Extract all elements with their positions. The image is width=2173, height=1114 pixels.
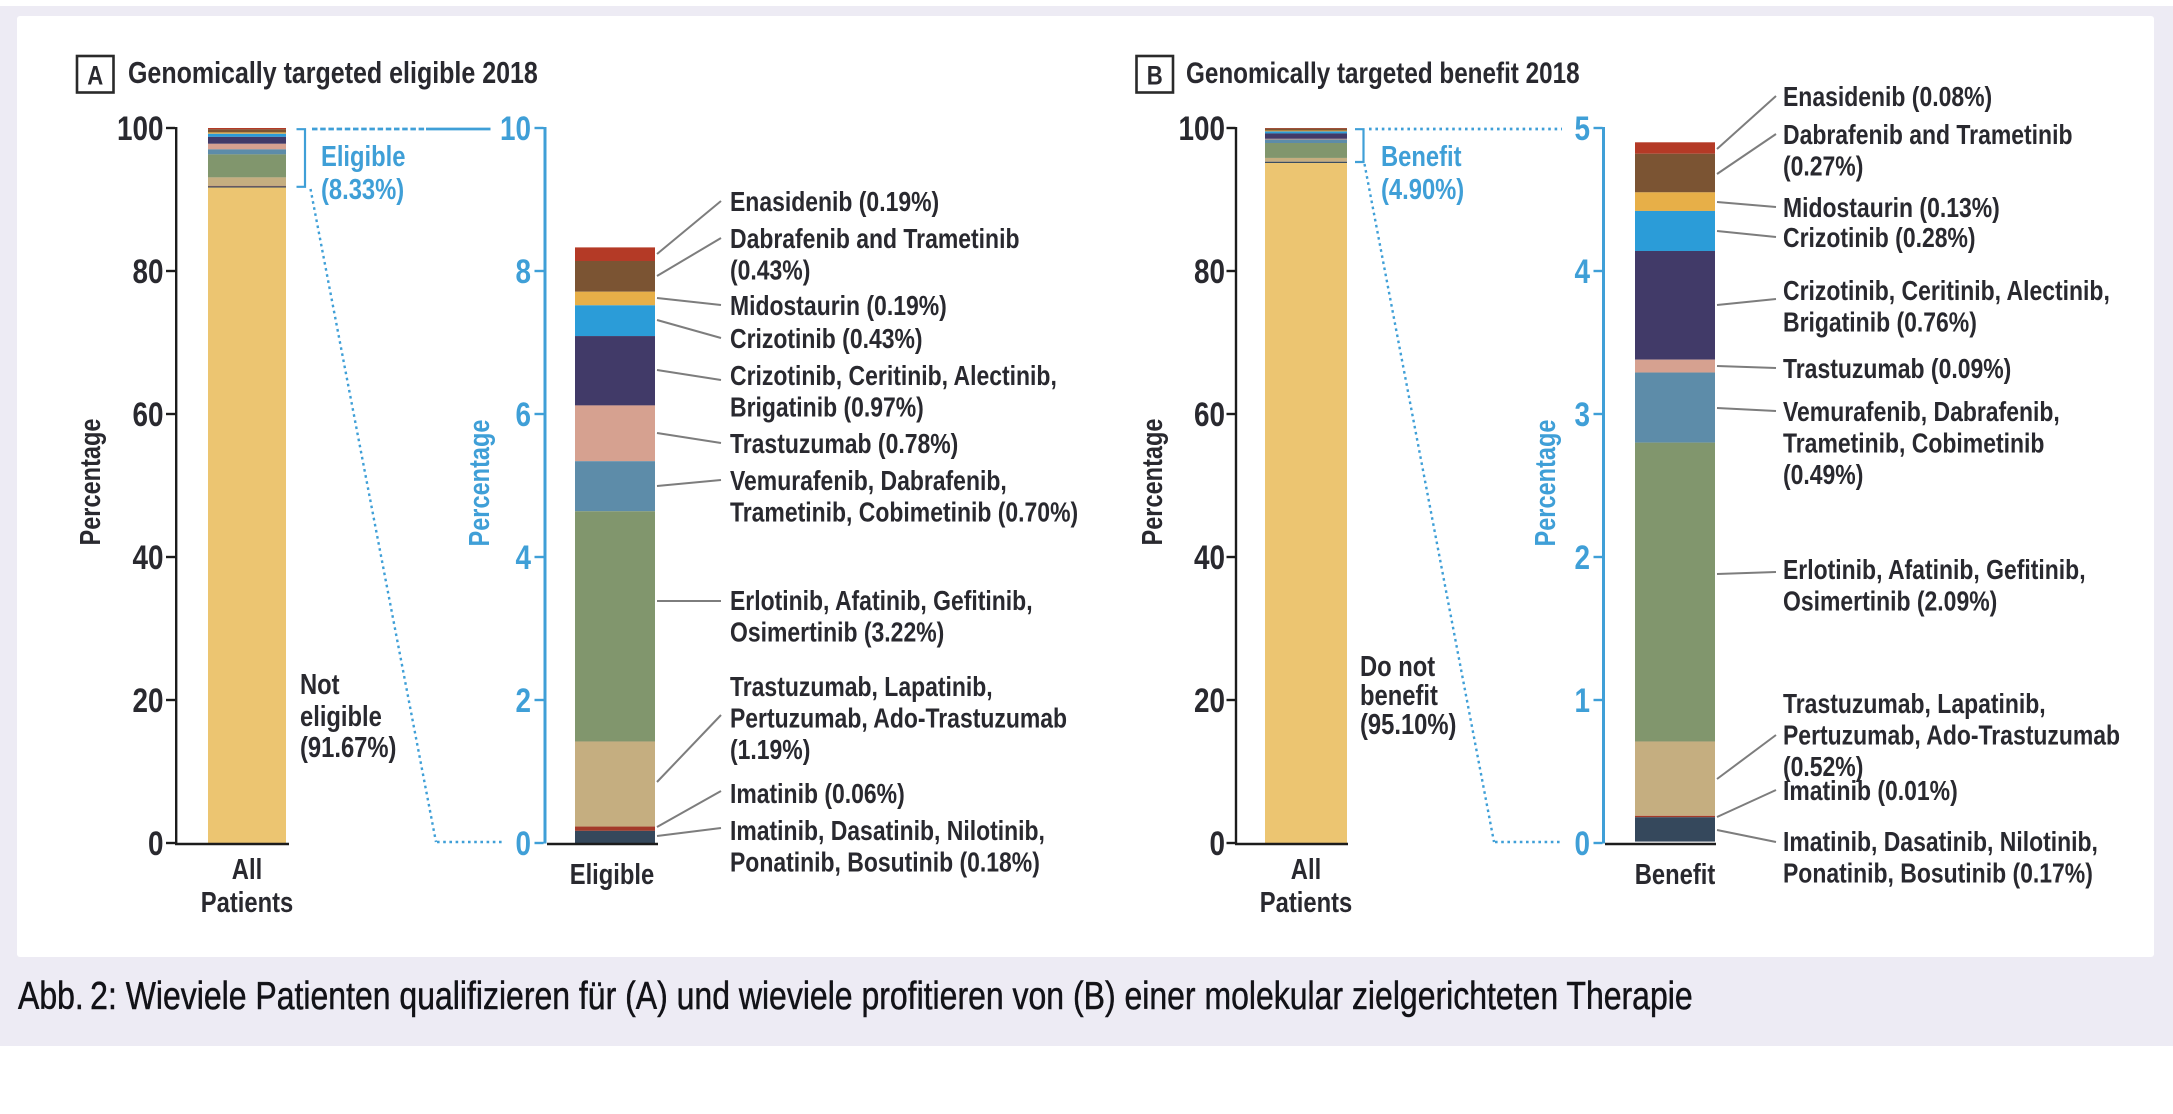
svg-text:(0.27%): (0.27%) — [1783, 151, 1863, 182]
svg-text:A: A — [87, 62, 103, 92]
svg-text:20: 20 — [1194, 681, 1225, 719]
svg-text:Trametinib, Cobimetinib (0.70%: Trametinib, Cobimetinib (0.70%) — [730, 497, 1078, 528]
svg-text:Benefit: Benefit — [1381, 140, 1462, 173]
svg-text:(8.33%): (8.33%) — [321, 173, 404, 206]
svg-text:Osimertinib (3.22%): Osimertinib (3.22%) — [730, 617, 944, 648]
svg-text:4: 4 — [515, 538, 531, 576]
svg-text:40: 40 — [1194, 538, 1225, 576]
svg-text:2: 2 — [1574, 538, 1590, 576]
svg-text:Trastuzumab (0.09%): Trastuzumab (0.09%) — [1783, 354, 2011, 385]
svg-text:1: 1 — [1574, 681, 1590, 719]
svg-text:Percentage: Percentage — [1530, 420, 1562, 547]
svg-text:Brigatinib (0.97%): Brigatinib (0.97%) — [730, 392, 924, 423]
svg-text:Crizotinib, Ceritinib, Alectin: Crizotinib, Ceritinib, Alectinib, — [730, 361, 1057, 392]
svg-text:Midostaurin (0.13%): Midostaurin (0.13%) — [1783, 193, 2000, 224]
svg-text:Pertuzumab, Ado-Trastuzumab: Pertuzumab, Ado-Trastuzumab — [1783, 720, 2120, 751]
svg-text:0: 0 — [148, 824, 164, 862]
svg-text:0: 0 — [1574, 824, 1590, 862]
svg-text:Midostaurin (0.19%): Midostaurin (0.19%) — [730, 291, 947, 322]
svg-text:Osimertinib (2.09%): Osimertinib (2.09%) — [1783, 586, 1997, 617]
svg-text:(0.43%): (0.43%) — [730, 255, 810, 286]
svg-text:Imatinib, Dasatinib, Nilotinib: Imatinib, Dasatinib, Nilotinib, — [730, 816, 1045, 847]
svg-text:Dabrafenib and Trametinib: Dabrafenib and Trametinib — [1783, 120, 2072, 151]
svg-text:Crizotinib, Ceritinib, Alectin: Crizotinib, Ceritinib, Alectinib, — [1783, 276, 2110, 307]
svg-text:Pertuzumab, Ado-Trastuzumab: Pertuzumab, Ado-Trastuzumab — [730, 703, 1067, 734]
svg-text:3: 3 — [1574, 395, 1590, 433]
svg-text:5: 5 — [1574, 109, 1590, 147]
svg-text:eligible: eligible — [300, 700, 382, 733]
svg-text:Trametinib, Cobimetinib: Trametinib, Cobimetinib — [1783, 428, 2044, 459]
svg-text:(0.49%): (0.49%) — [1783, 460, 1863, 491]
svg-text:60: 60 — [132, 395, 163, 433]
svg-text:100: 100 — [117, 109, 164, 147]
svg-text:Patients: Patients — [201, 886, 293, 919]
svg-text:80: 80 — [132, 252, 163, 290]
svg-text:60: 60 — [1194, 395, 1225, 433]
svg-text:2: 2 — [515, 681, 531, 719]
svg-text:8: 8 — [515, 252, 531, 290]
svg-text:6: 6 — [515, 395, 531, 433]
svg-text:20: 20 — [132, 681, 163, 719]
svg-text:Imatinib, Dasatinib, Nilotinib: Imatinib, Dasatinib, Nilotinib, — [1783, 827, 2098, 858]
svg-text:Enasidenib (0.19%): Enasidenib (0.19%) — [730, 187, 939, 218]
svg-text:Percentage: Percentage — [464, 420, 496, 547]
svg-text:Erlotinib, Afatinib, Gefitinib: Erlotinib, Afatinib, Gefitinib, — [730, 586, 1033, 617]
svg-text:Percentage: Percentage — [1137, 419, 1169, 546]
svg-text:Abb. 2: Wieviele Patienten qua: Abb. 2: Wieviele Patienten qualifizieren… — [18, 974, 1693, 1018]
svg-text:Not: Not — [300, 668, 340, 701]
svg-text:B: B — [1147, 62, 1163, 92]
svg-text:Crizotinib (0.43%): Crizotinib (0.43%) — [730, 324, 923, 355]
svg-text:Vemurafenib, Dabrafenib,: Vemurafenib, Dabrafenib, — [1783, 397, 2060, 428]
svg-text:Genomically targeted eligible: Genomically targeted eligible 2018 — [128, 56, 538, 90]
svg-text:benefit: benefit — [1360, 679, 1438, 712]
svg-text:Percentage: Percentage — [75, 419, 107, 546]
svg-text:Erlotinib, Afatinib, Gefitinib: Erlotinib, Afatinib, Gefitinib, — [1783, 555, 2086, 586]
svg-text:0: 0 — [1209, 824, 1225, 862]
svg-text:10: 10 — [500, 109, 531, 147]
svg-text:Patients: Patients — [1260, 886, 1352, 919]
svg-text:All: All — [1291, 853, 1321, 886]
svg-text:Ponatinib, Bosutinib (0.17%): Ponatinib, Bosutinib (0.17%) — [1783, 858, 2093, 889]
svg-text:100: 100 — [1178, 109, 1225, 147]
svg-text:Imatinib (0.06%): Imatinib (0.06%) — [730, 779, 905, 810]
svg-text:Dabrafenib and Trametinib: Dabrafenib and Trametinib — [730, 224, 1019, 255]
svg-text:Ponatinib, Bosutinib (0.18%): Ponatinib, Bosutinib (0.18%) — [730, 847, 1040, 878]
svg-text:Genomically targeted benefit 2: Genomically targeted benefit 2018 — [1186, 57, 1580, 90]
svg-text:Imatinib (0.01%): Imatinib (0.01%) — [1783, 776, 1958, 807]
svg-text:(0.52%): (0.52%) — [1783, 752, 1863, 783]
svg-text:Trastuzumab, Lapatinib,: Trastuzumab, Lapatinib, — [1783, 689, 2046, 720]
svg-text:All: All — [232, 853, 262, 886]
svg-text:Vemurafenib, Dabrafenib,: Vemurafenib, Dabrafenib, — [730, 466, 1007, 497]
svg-text:Benefit: Benefit — [1635, 858, 1716, 891]
svg-text:4: 4 — [1574, 252, 1590, 290]
svg-text:40: 40 — [132, 538, 163, 576]
svg-text:Trastuzumab, Lapatinib,: Trastuzumab, Lapatinib, — [730, 672, 993, 703]
svg-text:Do not: Do not — [1360, 650, 1435, 683]
svg-text:(1.19%): (1.19%) — [730, 735, 810, 766]
svg-text:0: 0 — [515, 824, 531, 862]
svg-text:Brigatinib (0.76%): Brigatinib (0.76%) — [1783, 307, 1977, 338]
svg-text:80: 80 — [1194, 252, 1225, 290]
svg-text:(95.10%): (95.10%) — [1360, 708, 1456, 741]
svg-text:Enasidenib (0.08%): Enasidenib (0.08%) — [1783, 82, 1992, 113]
svg-text:(4.90%): (4.90%) — [1381, 173, 1464, 206]
svg-text:(91.67%): (91.67%) — [300, 731, 396, 764]
svg-text:Crizotinib (0.28%): Crizotinib (0.28%) — [1783, 223, 1976, 254]
svg-text:Eligible: Eligible — [321, 140, 406, 173]
svg-text:Eligible: Eligible — [570, 858, 655, 891]
svg-text:Trastuzumab (0.78%): Trastuzumab (0.78%) — [730, 429, 958, 460]
